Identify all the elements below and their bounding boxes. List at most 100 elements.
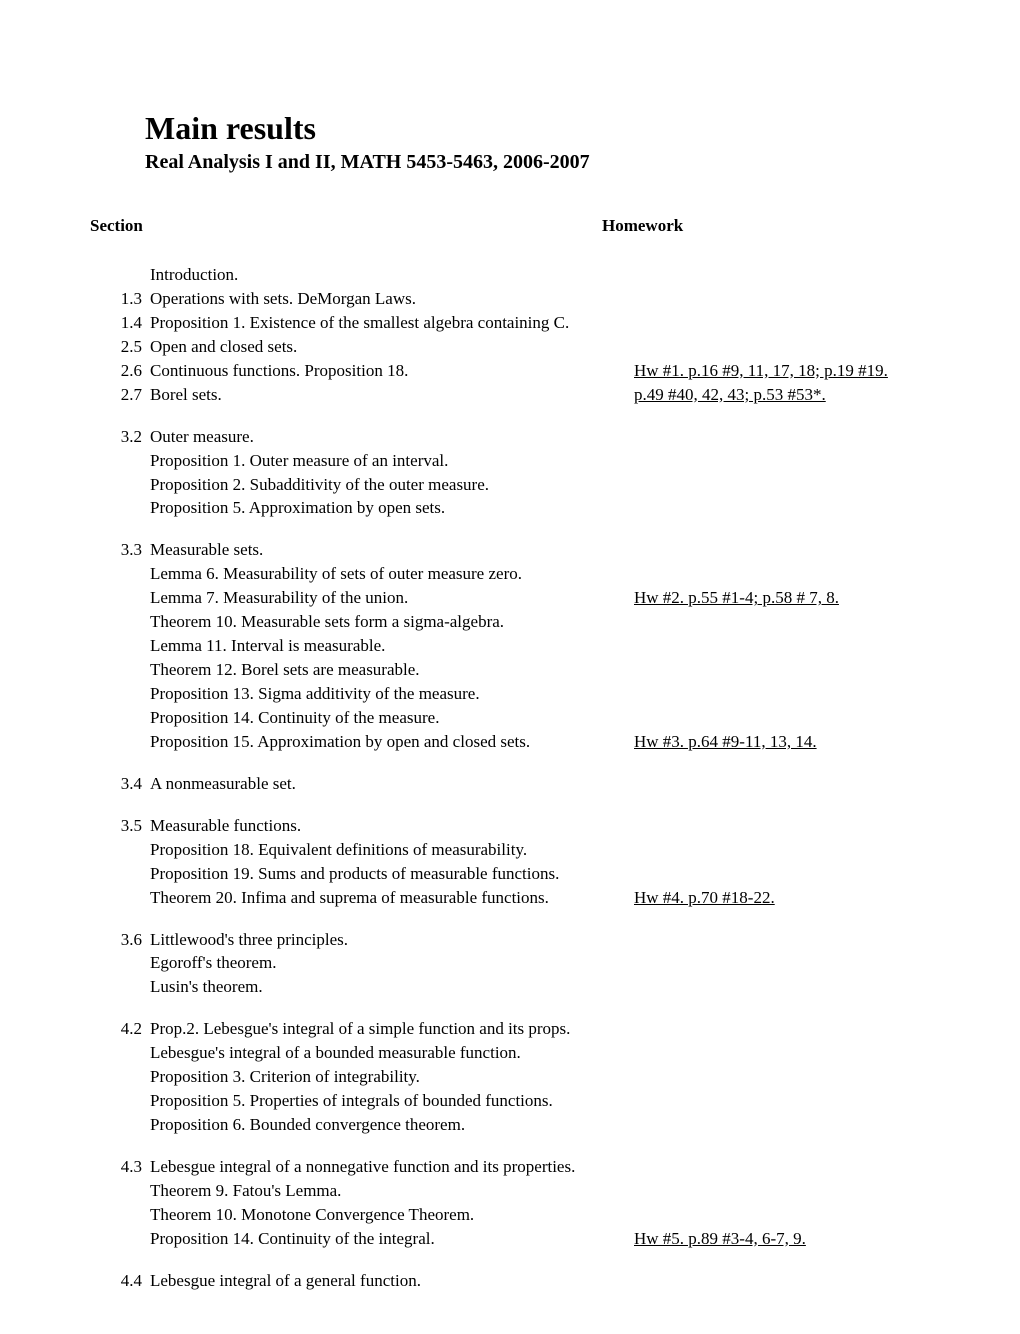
topic-text: Littlewood's three principles. [150,929,634,952]
content-row: 1.4Proposition 1. Existence of the small… [90,312,930,335]
topic-text: Prop.2. Lebesgue's integral of a simple … [150,1018,634,1041]
content-row: Proposition 14. Continuity of the measur… [90,707,930,730]
topic-text: Proposition 18. Equivalent definitions o… [150,839,634,862]
spacer [90,797,930,815]
topic-text: Proposition 3. Criterion of integrabilit… [150,1066,634,1089]
spacer [90,408,930,426]
content-row: Proposition 5. Approximation by open set… [90,497,930,520]
content-row: 2.5Open and closed sets. [90,336,930,359]
homework-cell: Hw #4. p.70 #18-22. [634,887,930,910]
section-number: 2.5 [90,336,150,359]
topic-text: Proposition 6. Bounded convergence theor… [150,1114,634,1137]
topic-text: Egoroff's theorem. [150,952,634,975]
header-section: Section [90,216,602,236]
homework-link[interactable]: Hw #5. p.89 #3-4, 6-7, 9. [634,1229,806,1248]
content-row: 1.3Operations with sets. DeMorgan Laws. [90,288,930,311]
content-row: Theorem 10. Monotone Convergence Theorem… [90,1204,930,1227]
page: Main results Real Analysis I and II, MAT… [0,0,1020,1334]
rows-container: Introduction.1.3Operations with sets. De… [90,264,930,1293]
topic-text: Continuous functions. Proposition 18. [150,360,634,383]
section-number: 3.6 [90,929,150,952]
topic-text: Theorem 10. Monotone Convergence Theorem… [150,1204,634,1227]
topic-text: Lemma 6. Measurability of sets of outer … [150,563,634,586]
topic-text: Proposition 2. Subadditivity of the oute… [150,474,634,497]
topic-text: Measurable sets. [150,539,634,562]
section-number: 4.2 [90,1018,150,1041]
content-row: Lemma 6. Measurability of sets of outer … [90,563,930,586]
topic-text: Proposition 15. Approximation by open an… [150,731,634,754]
content-row: Proposition 14. Continuity of the integr… [90,1228,930,1251]
homework-cell: Hw #5. p.89 #3-4, 6-7, 9. [634,1228,930,1251]
section-number: 1.3 [90,288,150,311]
topic-text: Lebesgue integral of a general function. [150,1270,634,1293]
topic-text: Lusin's theorem. [150,976,634,999]
topic-text: Lemma 7. Measurability of the union. [150,587,634,610]
section-number: 2.7 [90,384,150,407]
content-row: Lemma 11. Interval is measurable. [90,635,930,658]
content-row: Theorem 10. Measurable sets form a sigma… [90,611,930,634]
content-row: Lemma 7. Measurability of the union.Hw #… [90,587,930,610]
homework-cell: p.49 #40, 42, 43; p.53 #53*. [634,384,930,407]
content-row: 2.7Borel sets.p.49 #40, 42, 43; p.53 #53… [90,384,930,407]
section-number: 3.5 [90,815,150,838]
spacer [90,755,930,773]
spacer [90,1138,930,1156]
topic-text: A nonmeasurable set. [150,773,634,796]
spacer [90,911,930,929]
section-number: 3.4 [90,773,150,796]
topic-text: Borel sets. [150,384,634,407]
homework-link[interactable]: Hw #4. p.70 #18-22. [634,888,775,907]
topic-text: Theorem 20. Infima and suprema of measur… [150,887,634,910]
content-row: Lebesgue's integral of a bounded measura… [90,1042,930,1065]
content-row: 3.2Outer measure. [90,426,930,449]
spacer [90,1000,930,1018]
topic-text: Measurable functions. [150,815,634,838]
content-row: 4.3Lebesgue integral of a nonnegative fu… [90,1156,930,1179]
content-row: Proposition 6. Bounded convergence theor… [90,1114,930,1137]
topic-text: Proposition 19. Sums and products of mea… [150,863,634,886]
topic-text: Theorem 9. Fatou's Lemma. [150,1180,634,1203]
section-number: 2.6 [90,360,150,383]
page-title: Main results [145,110,930,147]
homework-link[interactable]: p.49 #40, 42, 43; p.53 #53*. [634,385,826,404]
homework-cell: Hw #2. p.55 #1-4; p.58 # 7, 8. [634,587,930,610]
homework-link[interactable]: Hw #2. p.55 #1-4; p.58 # 7, 8. [634,588,839,607]
column-headers: Section Homework [90,216,930,236]
content-row: Proposition 5. Properties of integrals o… [90,1090,930,1113]
spacer [90,1252,930,1270]
content-row: Theorem 9. Fatou's Lemma. [90,1180,930,1203]
topic-text: Proposition 1. Existence of the smallest… [150,312,634,335]
content-row: Proposition 15. Approximation by open an… [90,731,930,754]
content-row: Proposition 13. Sigma additivity of the … [90,683,930,706]
spacer [90,521,930,539]
homework-cell: Hw #1. p.16 #9, 11, 17, 18; p.19 #19. [634,360,930,383]
page-subtitle: Real Analysis I and II, MATH 5453-5463, … [145,151,930,174]
content-row: Lusin's theorem. [90,976,930,999]
section-number: 1.4 [90,312,150,335]
topic-text: Proposition 14. Continuity of the integr… [150,1228,634,1251]
topic-text: Lebesgue integral of a nonnegative funct… [150,1156,634,1179]
homework-link[interactable]: Hw #1. p.16 #9, 11, 17, 18; p.19 #19. [634,361,888,380]
content-row: Theorem 20. Infima and suprema of measur… [90,887,930,910]
homework-link[interactable]: Hw #3. p.64 #9-11, 13, 14. [634,732,817,751]
content-row: 3.5Measurable functions. [90,815,930,838]
section-number: 3.2 [90,426,150,449]
content-row: 4.4Lebesgue integral of a general functi… [90,1270,930,1293]
content-row: Proposition 2. Subadditivity of the oute… [90,474,930,497]
section-number: 4.4 [90,1270,150,1293]
topic-text: Theorem 12. Borel sets are measurable. [150,659,634,682]
content-row: 4.2Prop.2. Lebesgue's integral of a simp… [90,1018,930,1041]
content-row: Proposition 19. Sums and products of mea… [90,863,930,886]
content-row: Introduction. [90,264,930,287]
section-number: 4.3 [90,1156,150,1179]
topic-text: Outer measure. [150,426,634,449]
content-row: 3.3Measurable sets. [90,539,930,562]
content-row: Proposition 18. Equivalent definitions o… [90,839,930,862]
content-row: Proposition 1. Outer measure of an inter… [90,450,930,473]
topic-text: Open and closed sets. [150,336,634,359]
content-row: Proposition 3. Criterion of integrabilit… [90,1066,930,1089]
header-homework: Homework [602,216,930,236]
topic-text: Proposition 1. Outer measure of an inter… [150,450,634,473]
topic-text: Introduction. [150,264,634,287]
content-row: Egoroff's theorem. [90,952,930,975]
